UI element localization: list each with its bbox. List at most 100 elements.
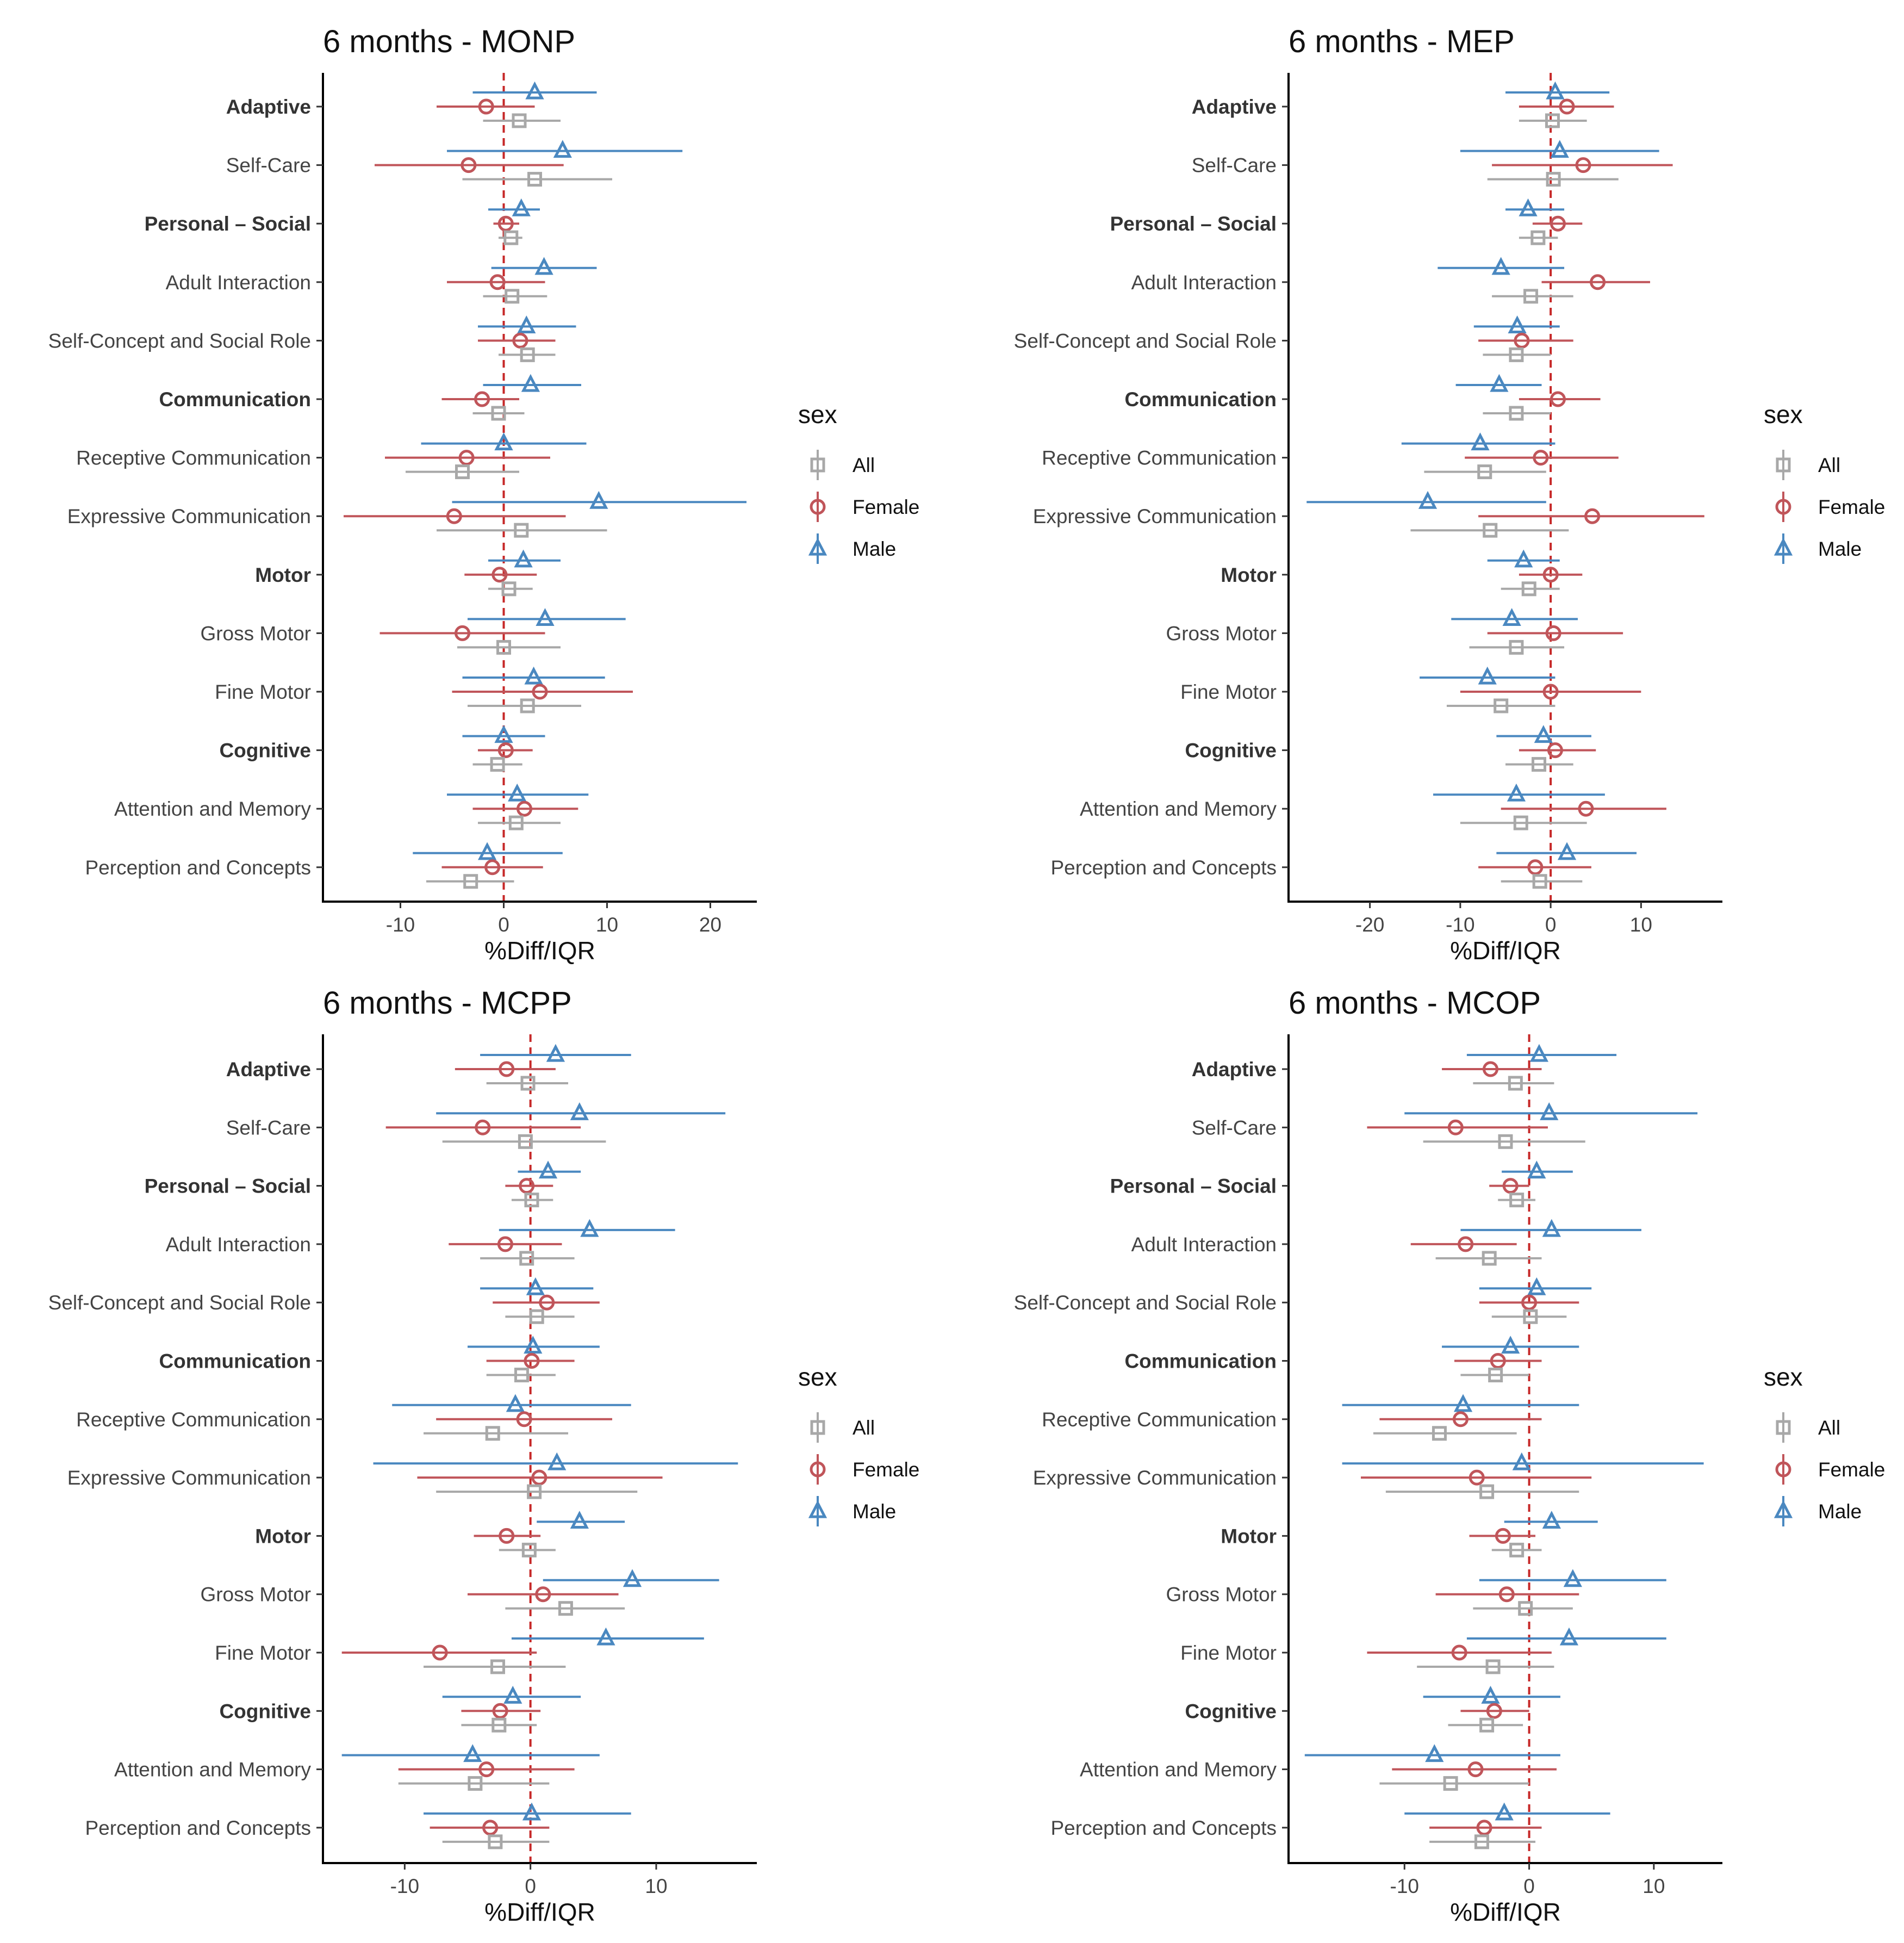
point-square: [1485, 1659, 1501, 1674]
x-tick-label: -10: [1446, 914, 1474, 936]
point-triangle: [1508, 315, 1527, 333]
legend: sex All Female Male: [798, 1363, 919, 1526]
point-triangle: [547, 1452, 567, 1470]
point-triangle: [596, 1627, 615, 1646]
point-square: [1477, 464, 1492, 480]
point-circle: [1547, 742, 1563, 759]
point-triangle: [508, 783, 527, 802]
point-triangle: [1546, 81, 1565, 100]
legend-label: Male: [1818, 1500, 1862, 1523]
point-triangle: [1478, 666, 1497, 685]
legend-key-triangle: [1774, 1500, 1793, 1518]
point-circle: [458, 450, 475, 466]
legend-label: All: [853, 454, 875, 476]
y-tick-label: Fine Motor: [215, 681, 311, 703]
point-triangle: [1550, 140, 1569, 158]
y-tick-label: Self-Concept and Social Role: [48, 330, 311, 352]
point-square: [1532, 757, 1547, 772]
point-circle: [1578, 800, 1594, 817]
point-circle: [497, 215, 514, 232]
point-square: [1482, 1251, 1497, 1266]
point-circle: [1469, 1469, 1485, 1486]
x-tick-label: 20: [699, 914, 721, 936]
point-triangle: [623, 1569, 642, 1587]
point-square: [1483, 523, 1498, 538]
point-circle: [531, 1469, 547, 1486]
x-tick-label: 0: [1523, 1875, 1535, 1897]
x-axis-label: %Diff/IQR: [484, 936, 595, 965]
x-tick-label: 0: [525, 1875, 536, 1897]
y-tick-label: Personal – Social: [145, 213, 311, 235]
point-circle: [478, 98, 494, 115]
point-circle: [1495, 1528, 1511, 1544]
point-circle: [474, 391, 490, 407]
y-tick-label: Cognitive: [1185, 740, 1277, 762]
point-square: [1474, 1834, 1489, 1849]
point-circle: [1545, 625, 1561, 641]
point-square: [514, 523, 529, 538]
point-triangle: [1512, 1452, 1531, 1470]
point-square: [518, 1134, 533, 1149]
legend-label: Male: [1818, 538, 1862, 560]
legend-title: sex: [1764, 1363, 1803, 1391]
y-tick-label: Perception and Concepts: [1051, 1817, 1277, 1839]
y-tick-label: Motor: [1221, 1525, 1277, 1547]
legend-key-square: [1776, 1420, 1791, 1435]
point-square: [1532, 874, 1547, 889]
point-square: [1518, 1601, 1533, 1616]
point-square: [1508, 1076, 1523, 1091]
panel-3: 6 months - MCPP Adaptive Self-Care Personal…: [48, 985, 920, 1926]
legend-key-square: [1776, 457, 1791, 473]
series-female: [1361, 1061, 1592, 1836]
y-tick-label: Cognitive: [1185, 1700, 1277, 1722]
legend-title: sex: [1764, 400, 1803, 429]
y-tick-label: Perception and Concepts: [1051, 856, 1277, 879]
y-tick-label: Gross Motor: [1166, 1584, 1277, 1606]
point-circle: [484, 859, 501, 876]
series-all: [1373, 1076, 1585, 1849]
legend-key-circle: [1775, 499, 1791, 515]
point-triangle: [494, 725, 513, 743]
y-tick-label: Self-Concept and Social Role: [48, 1292, 311, 1314]
point-square: [505, 289, 520, 304]
point-square: [1443, 1776, 1458, 1791]
point-circle: [1451, 1644, 1467, 1661]
point-square: [527, 1484, 542, 1499]
point-circle: [1542, 567, 1559, 583]
point-triangle: [1527, 1160, 1546, 1179]
x-axis-label: %Diff/IQR: [1450, 936, 1561, 965]
point-circle: [475, 1119, 491, 1135]
point-square: [527, 172, 542, 187]
point-circle: [446, 508, 462, 524]
point-square: [520, 347, 535, 362]
point-triangle: [1542, 1511, 1561, 1529]
x-tick-label: -20: [1355, 914, 1384, 936]
point-square: [463, 874, 478, 889]
point-circle: [1502, 1178, 1519, 1194]
point-square: [1494, 698, 1509, 713]
series-female: [1460, 98, 1704, 876]
legend-key-square: [810, 457, 825, 473]
series-female: [341, 1061, 663, 1836]
point-triangle: [514, 549, 533, 568]
point-triangle: [1527, 1277, 1546, 1295]
y-tick-label: Adult Interaction: [166, 271, 311, 294]
x-tick-label: 10: [596, 914, 618, 936]
point-square: [501, 581, 517, 597]
y-tick-label: Cognitive: [219, 740, 311, 762]
point-circle: [1467, 1761, 1484, 1778]
x-tick-label: -10: [390, 1875, 419, 1897]
legend-label: All: [853, 1417, 875, 1439]
point-circle: [512, 332, 528, 349]
x-tick-label: -10: [1390, 1875, 1419, 1897]
point-triangle: [1557, 842, 1577, 860]
point-square: [455, 464, 470, 480]
point-circle: [519, 1178, 535, 1194]
point-circle: [499, 1528, 515, 1544]
series-male: [1304, 1044, 1704, 1821]
point-circle: [491, 567, 508, 583]
x-tick-label: 0: [1545, 914, 1557, 936]
point-square: [1509, 406, 1524, 421]
point-triangle: [1559, 1627, 1579, 1646]
point-square: [1509, 1542, 1525, 1557]
